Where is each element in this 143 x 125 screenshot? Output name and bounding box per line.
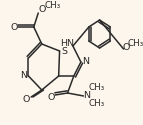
Text: N: N bbox=[84, 92, 91, 100]
Text: CH₃: CH₃ bbox=[89, 84, 105, 92]
Text: CH₃: CH₃ bbox=[89, 98, 105, 108]
Text: S: S bbox=[61, 46, 67, 56]
Text: O: O bbox=[48, 94, 55, 102]
Text: O: O bbox=[39, 6, 46, 15]
Text: CH₃: CH₃ bbox=[44, 2, 61, 11]
Text: HN: HN bbox=[60, 40, 74, 48]
Text: N: N bbox=[20, 72, 27, 80]
Text: O: O bbox=[23, 96, 30, 104]
Text: CH₃: CH₃ bbox=[128, 38, 143, 48]
Text: O: O bbox=[11, 22, 18, 32]
Text: O: O bbox=[123, 44, 130, 52]
Text: N: N bbox=[82, 58, 89, 66]
